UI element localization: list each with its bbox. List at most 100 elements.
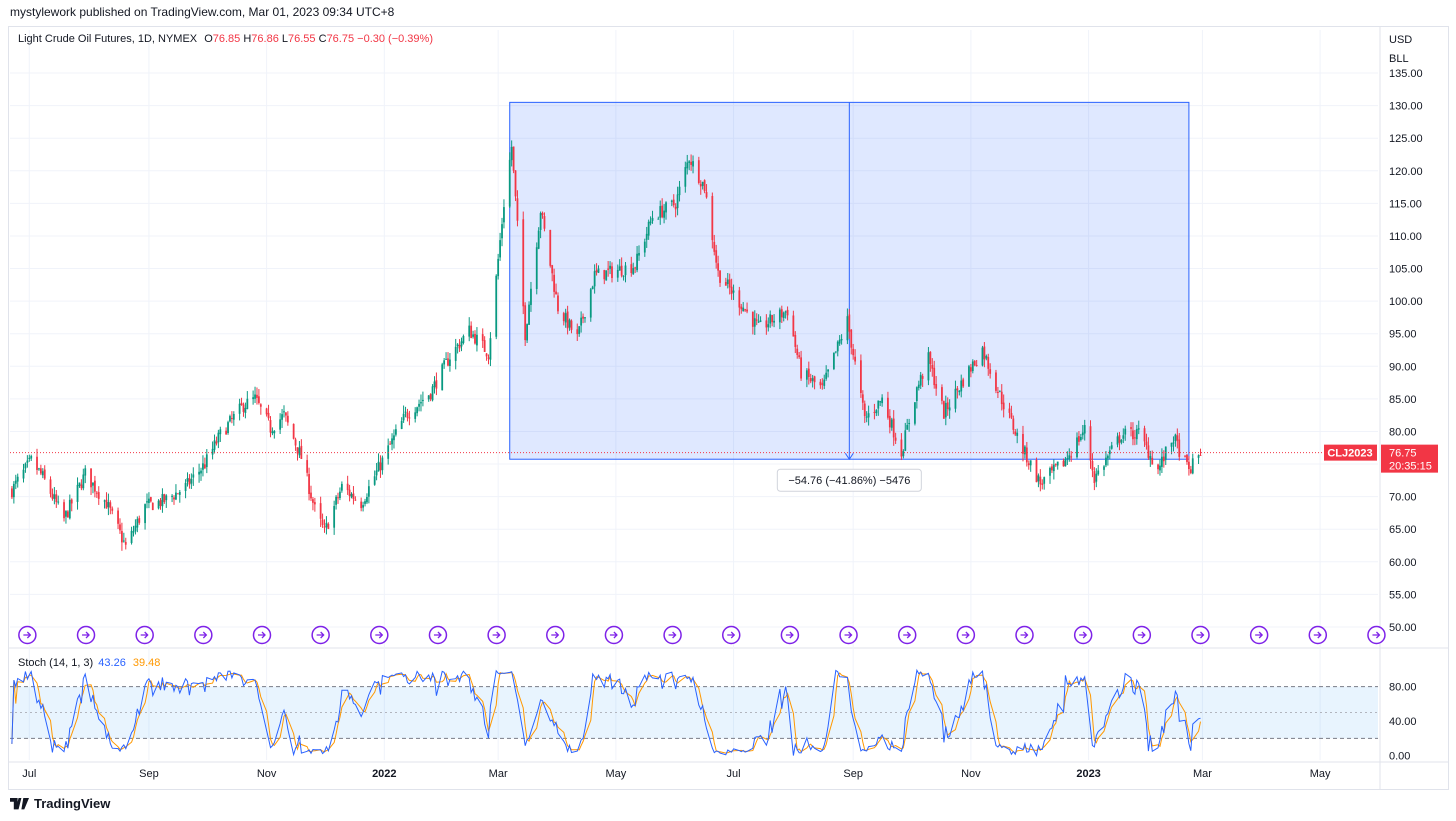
candle-body [28, 457, 31, 459]
candle [751, 311, 754, 335]
candle-body [391, 438, 393, 445]
candle [394, 424, 397, 437]
candle-body [68, 499, 71, 519]
candle [773, 314, 775, 328]
event-icon [839, 625, 858, 645]
symbol-legend[interactable]: Light Crude Oil Futures, 1D, NYMEX O76.8… [18, 33, 433, 45]
candle [609, 261, 611, 275]
candle-body [1029, 460, 1032, 466]
candle [593, 264, 596, 294]
stoch-legend[interactable]: Stoch (14, 1, 3) 43.26 39.48 [18, 657, 160, 669]
candle [906, 418, 909, 430]
candle [1035, 457, 1038, 483]
candle-body [462, 335, 465, 343]
candle [323, 519, 326, 533]
candle [449, 353, 451, 372]
candle [146, 493, 148, 509]
candle [1130, 422, 1132, 437]
candle [827, 369, 829, 378]
candle [327, 522, 330, 530]
candle-body [568, 319, 571, 328]
candle [726, 273, 729, 289]
candle [665, 201, 667, 220]
candle-body [879, 401, 882, 403]
candle-body [416, 407, 419, 414]
candle-body [489, 338, 492, 360]
candle-body [188, 478, 191, 485]
candle [219, 426, 222, 442]
candle-body [225, 430, 228, 435]
candle [927, 347, 930, 386]
candle-body [333, 506, 336, 528]
candle [95, 490, 98, 498]
candle-body [1189, 469, 1192, 473]
candle-body [105, 499, 108, 509]
candle-body [759, 320, 762, 322]
candle [78, 482, 81, 488]
candle [97, 486, 100, 505]
candle [269, 416, 272, 438]
candle-body [259, 404, 262, 407]
candle [408, 410, 411, 426]
candle [470, 321, 473, 339]
candle [294, 437, 297, 451]
candle [28, 454, 31, 462]
candle [786, 306, 789, 321]
candle-body [751, 311, 754, 327]
candle-body [1070, 456, 1073, 458]
candle-body [557, 295, 559, 312]
candle [1103, 465, 1105, 477]
candle [576, 323, 579, 341]
candle-body [1000, 391, 1003, 405]
candle [1056, 461, 1059, 470]
candle [1041, 479, 1044, 490]
candle-body [670, 200, 673, 202]
candle [973, 360, 976, 367]
candle-body [1056, 461, 1059, 466]
candle [404, 406, 407, 418]
candle [840, 334, 843, 345]
candle-body [659, 206, 662, 218]
candle [213, 434, 216, 454]
candle [861, 390, 864, 410]
candle-body [121, 531, 123, 543]
candle-body [578, 326, 581, 334]
candle-body [348, 489, 351, 497]
candle-body [906, 425, 909, 430]
candle-body [728, 279, 731, 288]
candle-body [919, 374, 922, 386]
candle-body [836, 341, 839, 352]
stoch-k-line [11, 668, 1201, 758]
footer[interactable]: TradingView [10, 796, 110, 811]
candle [80, 479, 83, 491]
candle [535, 242, 538, 295]
candle-body [427, 395, 430, 400]
candle-body [1010, 412, 1013, 418]
candle-body [902, 451, 905, 457]
candle-body [672, 199, 675, 206]
candle-body [1164, 446, 1167, 460]
price-tick-label: 60.00 [1389, 557, 1417, 569]
candle-body [38, 468, 40, 470]
candle-body [1051, 466, 1053, 471]
candle-body [595, 270, 598, 273]
candle-body [933, 367, 936, 386]
candle-body [852, 348, 855, 356]
candle-body [1178, 439, 1181, 457]
candle [782, 311, 785, 322]
candle-body [771, 315, 774, 323]
candle [778, 307, 781, 330]
candle-body [1197, 455, 1200, 458]
candle-body [962, 379, 965, 387]
arrow-right-icon [199, 631, 208, 639]
event-icon [1132, 625, 1152, 645]
candle-body [890, 419, 893, 428]
candle [420, 394, 422, 412]
candle [12, 481, 15, 504]
candle [1157, 463, 1159, 475]
candle [1008, 402, 1011, 419]
candle-body [904, 430, 907, 451]
candle [1024, 445, 1026, 459]
candle-body [49, 479, 52, 494]
